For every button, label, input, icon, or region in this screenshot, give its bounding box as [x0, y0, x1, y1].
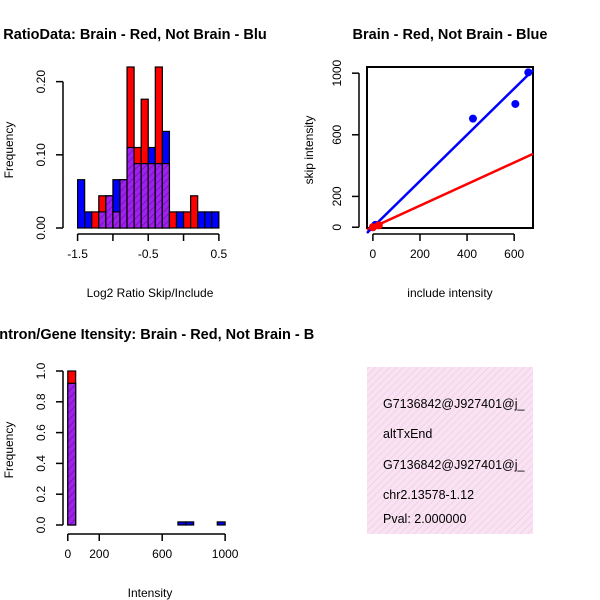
- y-tick-label: 0.10: [34, 143, 48, 167]
- histogram-bar-not-brain: [84, 211, 93, 229]
- y-tick-label: 600: [330, 124, 344, 144]
- y-tick-label: 0.20: [34, 70, 48, 94]
- histogram-bar-overlap: [161, 163, 171, 229]
- histogram-bar-overlap: [105, 195, 114, 229]
- y-tick-label: 0.4: [34, 455, 48, 472]
- scatter-point-not-brain: [511, 99, 520, 108]
- intensity-histogram-panel: Exon/Intron/Gene Itensity: Brain - Red, …: [0, 327, 314, 600]
- histogram-bar-overlap: [119, 179, 128, 229]
- histogram-bar-overlap: [112, 211, 121, 229]
- fit-line-not-brain: [366, 69, 534, 234]
- info-panel-background: [367, 367, 533, 534]
- x-tick-label: 600: [152, 547, 172, 561]
- histogram-bar-overlap: [98, 211, 107, 229]
- x-tick-label: 600: [504, 247, 524, 261]
- scatter-point-brain: [374, 221, 383, 230]
- x-tick-label: 1000: [212, 547, 239, 561]
- info-pval: Pval: 2.000000: [383, 512, 466, 526]
- y-tick-label: 200: [330, 186, 344, 206]
- histogram-bar-overlap: [154, 163, 163, 229]
- intensity-histogram-title: Exon/Intron/Gene Itensity: Brain - Red, …: [0, 327, 314, 343]
- intensity-scatter-frame: [366, 66, 534, 229]
- y-tick-label: 0.8: [34, 393, 48, 410]
- histogram-bar-overlap: [147, 163, 156, 229]
- intensity-scatter-panel: Brain - Red, Not Brain - Blue 0 200 400 600…: [302, 27, 547, 300]
- fit-line-brain: [366, 152, 534, 232]
- intensity-histogram-xlabel: Intensity: [128, 586, 173, 600]
- intensity-scatter-points: [368, 68, 533, 232]
- histogram-bar-brain: [182, 211, 192, 229]
- x-tick-label: 0.5: [211, 247, 228, 261]
- histogram-bar-not-brain: [211, 211, 220, 229]
- info-line-2: altTxEnd: [383, 427, 432, 441]
- ratio-histogram-xlabel: Log2 Ratio Skip/Include: [87, 286, 214, 300]
- histogram-bar-not-brain: [216, 521, 226, 526]
- histogram-bar-not-brain: [204, 211, 213, 229]
- ratio-histogram-axes: -1.5 -0.5 0.5 0.00 0.10 0.20: [34, 70, 228, 261]
- intensity-scatter-fit-lines: [366, 69, 534, 234]
- y-tick-label: 1000: [330, 59, 344, 86]
- histogram-bar-not-brain: [175, 211, 185, 229]
- x-tick-label: -1.5: [67, 247, 88, 261]
- ratio-histogram-panel: RatioData: Brain - Red, Not Brain - Blu …: [2, 27, 267, 300]
- x-tick-label: 200: [89, 547, 109, 561]
- info-line-1: G7136842@J927401@j_: [383, 397, 526, 411]
- y-tick-label: 1.0: [34, 362, 48, 379]
- histogram-bar-brain: [168, 211, 178, 229]
- scatter-point-not-brain: [524, 68, 533, 77]
- intensity-scatter-title: Brain - Red, Not Brain - Blue: [353, 27, 548, 43]
- ratio-histogram-ylabel: Frequency: [2, 122, 16, 179]
- y-tick-label: 0.2: [34, 486, 48, 503]
- info-line-4: chr2.13578-1.12: [383, 488, 474, 502]
- x-tick-label: 0: [370, 247, 377, 261]
- y-tick-label: 0.00: [34, 216, 48, 240]
- ratio-histogram-bars: [76, 66, 220, 229]
- y-tick-label: 0.0: [34, 516, 48, 533]
- intensity-scatter-axes: 0 200 400 600 0 200 600 1000: [330, 59, 524, 261]
- info-panel: G7136842@J927401@j_ altTxEnd G7136842@J9…: [367, 367, 533, 534]
- histogram-bar-overlap: [126, 146, 135, 229]
- info-panel-clip: G7136842@J927401@j_ altTxEnd G7136842@J9…: [383, 397, 526, 526]
- x-tick-label: 200: [410, 247, 430, 261]
- histogram-bar-not-brain: [177, 521, 187, 526]
- x-tick-label: 400: [457, 247, 477, 261]
- intensity-histogram-ylabel: Frequency: [2, 422, 16, 479]
- y-tick-label: 0.6: [34, 424, 48, 441]
- intensity-scatter-ylabel: skip intensity: [302, 116, 316, 185]
- histogram-bar-overlap: [140, 163, 149, 229]
- ratio-histogram-title: RatioData: Brain - Red, Not Brain - Blu: [3, 27, 266, 43]
- histogram-bar-not-brain: [197, 211, 206, 229]
- x-tick-label: 0: [64, 547, 71, 561]
- x-tick-label: -0.5: [138, 247, 159, 261]
- y-tick-label: 0: [330, 224, 344, 231]
- histogram-bar-brain: [91, 211, 100, 229]
- intensity-histogram-axes: 0 200 600 1000 0.0 0.2 0.4 0.6 0.8 1.0: [34, 362, 239, 561]
- scatter-point-not-brain: [468, 114, 477, 123]
- histogram-bar-overlap: [133, 163, 142, 229]
- histogram-bar-not-brain: [185, 521, 195, 526]
- histogram-bar-overlap: [67, 382, 77, 526]
- histogram-bar-brain: [190, 195, 199, 229]
- histogram-bar-not-brain: [76, 179, 86, 229]
- intensity-scatter-xlabel: include intensity: [407, 286, 492, 300]
- info-line-3: G7136842@J927401@j_: [383, 458, 526, 472]
- intensity-histogram-bars: [67, 370, 226, 526]
